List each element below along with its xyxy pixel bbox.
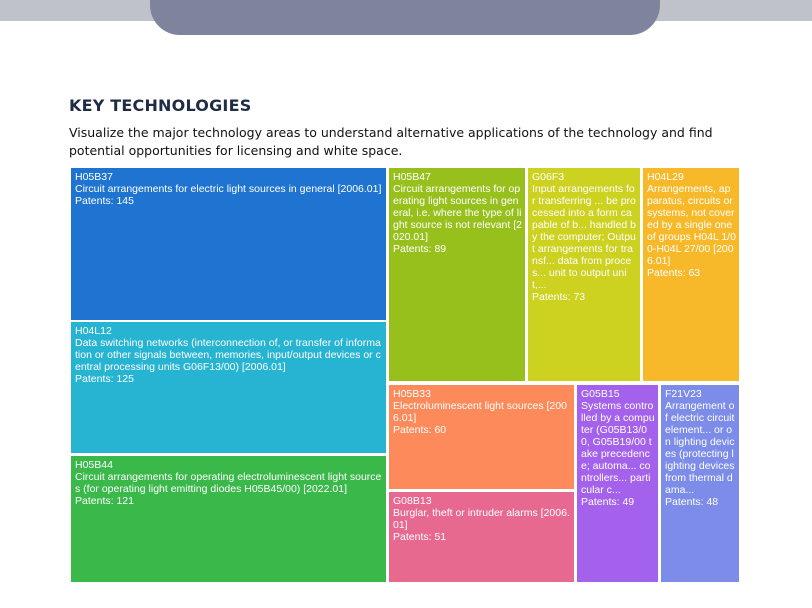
treemap-tile-h05b44[interactable]: H05B44 Circuit arrangements for operatin… bbox=[71, 456, 386, 582]
tile-patent-count: Patents: 73 bbox=[532, 291, 586, 303]
tile-patent-count: Patents: 121 bbox=[75, 495, 134, 507]
tile-description: Circuit arrangements for electric light … bbox=[75, 183, 382, 195]
tile-code: G05B15 bbox=[581, 388, 620, 400]
tile-description: Circuit arrangements for operating elect… bbox=[75, 471, 382, 495]
header-tab-shape bbox=[150, 0, 660, 35]
tile-description: Electroluminescent light sources [2006.0… bbox=[393, 400, 567, 424]
section-title: KEY TECHNOLOGIES bbox=[69, 96, 252, 115]
treemap-tile-g06f3[interactable]: G06F3 Input arrangements for transferrin… bbox=[528, 168, 640, 381]
tile-patent-count: Patents: 89 bbox=[393, 243, 447, 255]
tile-code: G06F3 bbox=[532, 171, 565, 183]
treemap-tile-h05b37[interactable]: H05B37 Circuit arrangements for electric… bbox=[71, 168, 386, 320]
treemap-tile-g05b15[interactable]: G05B15 Systems controlled by a computer … bbox=[577, 385, 658, 582]
tile-patent-count: Patents: 63 bbox=[647, 267, 701, 279]
tile-description: Burglar, theft or intruder alarms [2006.… bbox=[393, 507, 570, 531]
treemap-tile-f21v23[interactable]: F21V23 Arrangement of electric circuit e… bbox=[661, 385, 739, 582]
tile-patent-count: Patents: 48 bbox=[665, 496, 719, 508]
tile-code: H05B37 bbox=[75, 171, 113, 183]
tile-patent-count: Patents: 49 bbox=[581, 496, 635, 508]
tile-code: H05B44 bbox=[75, 459, 113, 471]
tile-patent-count: Patents: 125 bbox=[75, 373, 134, 385]
tile-code: H04L29 bbox=[647, 171, 684, 183]
tile-description: Systems controlled by a computer (G05B13… bbox=[581, 400, 655, 496]
tile-code: H05B47 bbox=[393, 171, 431, 183]
tile-patent-count: Patents: 60 bbox=[393, 424, 447, 436]
tile-description: Arrangement of electric circuit element.… bbox=[665, 400, 735, 496]
section-description: Visualize the major technology areas to … bbox=[69, 125, 713, 158]
tile-description: Input arrangements for transferring ... … bbox=[532, 183, 636, 291]
tile-code: G08B13 bbox=[393, 495, 432, 507]
treemap-tile-h05b47[interactable]: H05B47 Circuit arrangements for operatin… bbox=[389, 168, 525, 381]
tile-patent-count: Patents: 145 bbox=[75, 195, 134, 207]
tile-description: Circuit arrangements for operating light… bbox=[393, 183, 522, 243]
treemap-tile-h04l12[interactable]: H04L12 Data switching networks (intercon… bbox=[71, 322, 386, 453]
tile-description: Arrangements, apparatus, circuits or sys… bbox=[647, 183, 736, 267]
tile-code: F21V23 bbox=[665, 388, 702, 400]
treemap-tile-h05b33[interactable]: H05B33 Electroluminescent light sources … bbox=[389, 385, 574, 489]
treemap-tile-g08b13[interactable]: G08B13 Burglar, theft or intruder alarms… bbox=[389, 492, 574, 582]
tile-code: H04L12 bbox=[75, 325, 112, 337]
tile-code: H05B33 bbox=[393, 388, 431, 400]
treemap-tile-h04l29[interactable]: H04L29 Arrangements, apparatus, circuits… bbox=[643, 168, 739, 381]
tile-patent-count: Patents: 51 bbox=[393, 531, 447, 543]
tile-description: Data switching networks (interconnection… bbox=[75, 337, 381, 373]
